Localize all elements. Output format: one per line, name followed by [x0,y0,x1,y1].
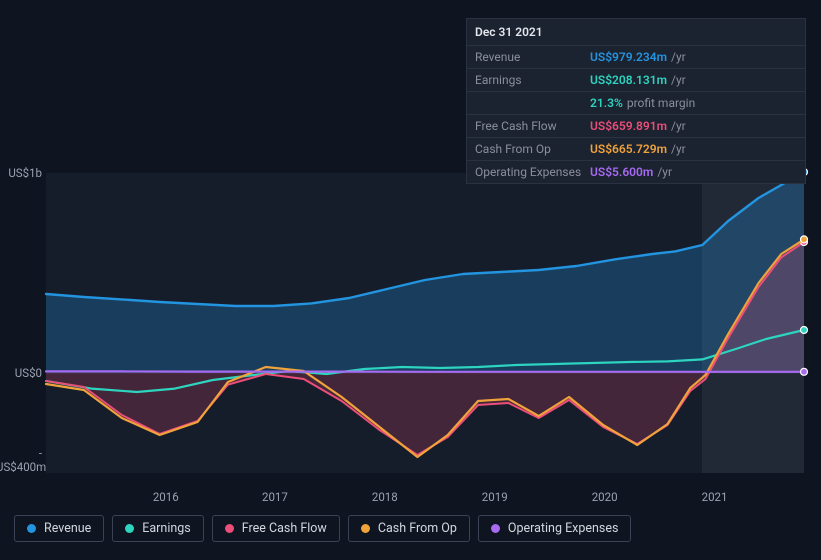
legend-dot-icon [225,524,234,533]
tooltip-suffix: /yr [657,165,672,179]
tooltip-label: Earnings [475,73,590,87]
tooltip-date: Dec 31 2021 [467,19,805,46]
tooltip-label [475,96,590,110]
tooltip-value: 21.3% [590,96,623,110]
tooltip-value: US$5.600m [590,165,653,179]
tooltip-label: Revenue [475,50,590,64]
series-end-marker [801,236,808,243]
y-axis-tick: US$0 [0,366,42,380]
series-fill [46,172,804,373]
x-axis-tick: 2017 [262,490,288,504]
x-axis-tick: 2016 [153,490,179,504]
legend-label: Revenue [44,521,91,536]
tooltip-value: US$659.891m [590,119,667,133]
legend-dot-icon [125,524,134,533]
x-axis-tick: 2020 [592,490,618,504]
legend: Revenue Earnings Free Cash Flow Cash From O… [14,515,631,542]
x-axis: 2016 2017 2018 2019 2020 2021 [46,490,804,506]
y-axis-tick: -US$400m [0,446,42,474]
tooltip-row: Free Cash FlowUS$659.891m/yr [467,115,805,138]
tooltip-row: Cash From OpUS$665.729m/yr [467,138,805,161]
tooltip-value: US$979.234m [590,50,667,64]
legend-label: Operating Expenses [508,521,619,536]
legend-label: Cash From Op [378,521,457,536]
tooltip-row: 21.3% profit margin [467,92,805,115]
data-tooltip: Dec 31 2021 RevenueUS$979.234m/yrEarning… [466,18,806,184]
plot-svg [46,173,804,473]
tooltip-value: US$208.131m [590,73,667,87]
tooltip-suffix: /yr [671,73,686,87]
tooltip-row: Operating ExpensesUS$5.600m/yr [467,161,805,183]
tooltip-row: RevenueUS$979.234m/yr [467,46,805,69]
tooltip-label: Operating Expenses [475,165,590,179]
tooltip-label: Cash From Op [475,142,590,156]
legend-item[interactable]: Earnings [112,515,203,542]
y-axis-tick: US$1b [0,166,42,180]
legend-item[interactable]: Free Cash Flow [212,515,340,542]
tooltip-label: Free Cash Flow [475,119,590,133]
legend-dot-icon [27,524,36,533]
series-end-marker [801,327,808,334]
x-axis-tick: 2019 [482,490,508,504]
tooltip-suffix: /yr [671,50,686,64]
tooltip-value: US$665.729m [590,142,667,156]
legend-item[interactable]: Revenue [14,515,104,542]
legend-label: Free Cash Flow [242,521,327,536]
legend-label: Earnings [142,521,190,536]
tooltip-suffix: profit margin [627,96,695,110]
legend-dot-icon [361,524,370,533]
legend-dot-icon [491,524,500,533]
series-end-marker [801,368,808,375]
tooltip-suffix: /yr [671,119,686,133]
x-axis-tick: 2018 [372,490,398,504]
financials-chart[interactable]: US$1bUS$0-US$400m [14,155,807,495]
legend-item[interactable]: Cash From Op [348,515,470,542]
tooltip-row: EarningsUS$208.131m/yr [467,69,805,92]
x-axis-tick: 2021 [702,490,728,504]
tooltip-suffix: /yr [671,142,686,156]
legend-item[interactable]: Operating Expenses [478,515,632,542]
